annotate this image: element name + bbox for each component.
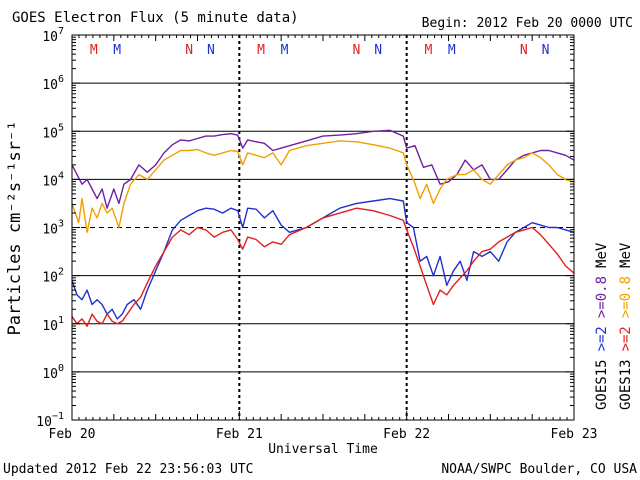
event-marker-5: M — [281, 43, 289, 58]
event-marker-10: N — [520, 43, 528, 58]
event-marker-9: M — [448, 43, 456, 58]
legend-column-0: GOES13 >=2 >=0.8 MeV — [618, 242, 634, 410]
chart-title: GOES Electron Flux (5 minute data) — [12, 10, 299, 26]
y-tick-exponent: −1 — [52, 411, 64, 422]
event-marker-4: M — [257, 43, 265, 58]
x-tick-label: Feb 20 — [49, 427, 96, 442]
y-tick-7: 106 — [42, 36, 574, 93]
y-tick-exponent: 6 — [58, 74, 64, 85]
y-tick-base: 10 — [42, 174, 58, 189]
legend-item-6: >=0.8 — [594, 276, 610, 318]
y-tick-0: 10−1 — [36, 373, 574, 430]
legend-item-7: MeV — [594, 242, 610, 268]
legend-item-2: >=0.8 — [618, 276, 634, 318]
x-tick-1: Feb 21 — [216, 411, 263, 442]
y-tick-2: 101 — [42, 277, 574, 334]
y-tick-3: 102 — [42, 229, 574, 286]
x-tick-3: Feb 23 — [551, 411, 598, 442]
legend: GOES13 >=2 >=0.8 MeV GOES15 >=2 >=0.8 MeV — [594, 242, 634, 410]
x-tick-0: Feb 20 — [49, 411, 96, 442]
y-tick-5: 104 — [42, 132, 574, 189]
y-tick-label: 10−1 — [36, 411, 64, 430]
event-marker-0: M — [90, 43, 98, 58]
legend-entry-text: GOES15 >=2 >=0.8 MeV — [594, 242, 610, 410]
y-tick-exponent: 7 — [58, 26, 64, 37]
y-tick-base: 10 — [42, 30, 58, 45]
series-layer — [71, 129, 575, 327]
series-line-goes13-2-mev — [71, 207, 575, 327]
y-tick-exponent: 0 — [58, 363, 64, 374]
y-tick-label: 103 — [42, 219, 64, 238]
y-tick-base: 10 — [42, 319, 58, 334]
y-tick-1: 100 — [42, 325, 574, 382]
grid-layer — [72, 35, 574, 420]
y-tick-label: 100 — [42, 363, 64, 382]
y-tick-label: 106 — [42, 74, 64, 93]
legend-column-1: GOES15 >=2 >=0.8 MeV — [594, 242, 610, 410]
legend-item-1: >=2 — [618, 326, 634, 351]
updated-timestamp: Updated 2012 Feb 22 23:56:03 UTC — [3, 462, 253, 477]
y-tick-exponent: 2 — [58, 267, 64, 278]
y-tick-label: 107 — [42, 26, 64, 45]
event-marker-3: N — [207, 43, 215, 58]
y-tick-label: 101 — [42, 315, 64, 334]
x-tick-label: Feb 23 — [551, 427, 598, 442]
event-marker-7: N — [374, 43, 382, 58]
y-tick-exponent: 3 — [58, 219, 64, 230]
y-tick-exponent: 5 — [58, 122, 64, 133]
y-axis-title: Particles cm⁻²s⁻¹sr⁻¹ — [5, 121, 25, 336]
y-tick-exponent: 4 — [58, 170, 64, 181]
x-tick-label: Feb 22 — [383, 427, 430, 442]
legend-item-5: >=2 — [594, 326, 610, 351]
event-marker-1: M — [113, 43, 121, 58]
x-tick-label: Feb 21 — [216, 427, 263, 442]
y-tick-6: 105 — [42, 84, 574, 141]
y-tick-base: 10 — [42, 223, 58, 238]
legend-item-4: GOES15 — [594, 359, 610, 410]
event-marker-6: N — [353, 43, 361, 58]
legend-entry-text: GOES13 >=2 >=0.8 MeV — [618, 242, 634, 410]
x-tick-2: Feb 22 — [383, 411, 430, 442]
x-axis-title: Universal Time — [268, 442, 378, 457]
y-tick-4: 103 — [42, 181, 574, 238]
y-tick-base: 10 — [42, 367, 58, 382]
y-tick-exponent: 1 — [58, 315, 64, 326]
y-tick-label: 104 — [42, 170, 64, 189]
legend-item-3: MeV — [618, 242, 634, 268]
series-line-goes13-0-8-mev — [71, 140, 575, 234]
y-tick-base: 10 — [42, 271, 58, 286]
y-tick-label: 102 — [42, 267, 64, 286]
y-tick-base: 10 — [42, 126, 58, 141]
event-marker-11: N — [542, 43, 550, 58]
event-marker-8: M — [425, 43, 433, 58]
y-tick-base: 10 — [42, 78, 58, 93]
y-tick-label: 105 — [42, 122, 64, 141]
begin-label: Begin: 2012 Feb 20 0000 UTC — [422, 16, 633, 31]
credit-label: NOAA/SWPC Boulder, CO USA — [441, 462, 637, 477]
series-line-goes15-2-mev — [71, 197, 575, 320]
y-tick-base: 10 — [36, 415, 52, 430]
legend-item-0: GOES13 — [618, 359, 634, 410]
series-line-goes15-0-8-mev — [71, 129, 575, 209]
event-marker-2: N — [185, 43, 193, 58]
